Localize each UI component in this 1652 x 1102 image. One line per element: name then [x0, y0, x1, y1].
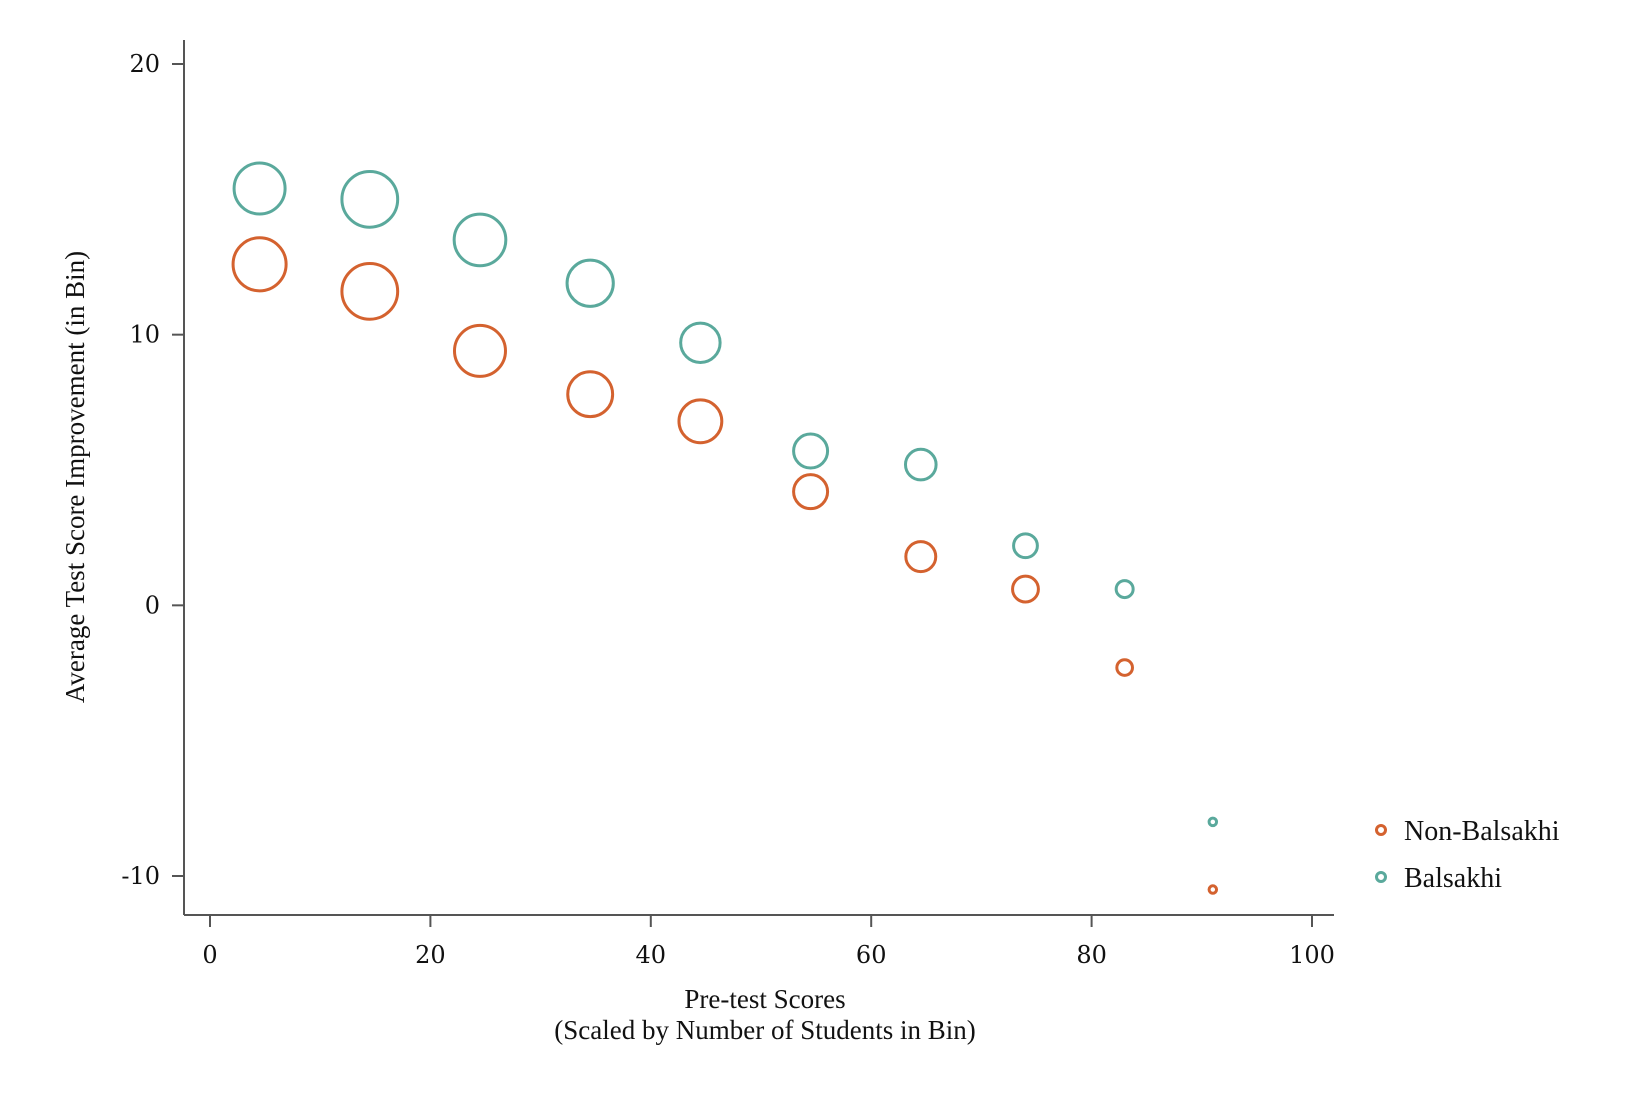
y-tick-label: -10	[121, 862, 160, 890]
data-point	[452, 323, 507, 378]
y-tick-label: 0	[145, 591, 160, 619]
data-point	[903, 447, 938, 482]
x-tick-label: 0	[202, 941, 217, 969]
data-point	[1114, 579, 1135, 600]
y-tick-label: 10	[129, 321, 160, 349]
data-point	[1207, 816, 1219, 828]
legend: Non-Balsakhi Balsakhi	[1375, 816, 1560, 894]
data-point	[1011, 574, 1040, 604]
data-point	[1115, 658, 1134, 677]
data-point	[340, 169, 400, 229]
data-point	[679, 321, 722, 365]
x-tick-label: 60	[856, 941, 887, 969]
series-non-balsakhi	[231, 236, 1219, 895]
x-tick-label: 40	[636, 941, 667, 969]
data-point	[1207, 884, 1219, 895]
data-point	[566, 370, 615, 419]
data-point	[340, 261, 400, 321]
y-tick-label: 20	[129, 50, 160, 78]
legend-marker	[1375, 871, 1387, 883]
data-point	[565, 258, 615, 308]
bubbles	[231, 161, 1219, 895]
legend-label: Non-Balsakhi	[1404, 816, 1560, 847]
data-point	[792, 473, 830, 511]
data-point	[792, 432, 830, 470]
data-point	[904, 540, 938, 574]
data-point	[231, 236, 288, 293]
data-point	[452, 212, 508, 268]
data-point	[677, 398, 724, 445]
axes: -10 0 10 20 0 20 40 60 80 100	[121, 40, 1335, 969]
legend-marker	[1375, 824, 1387, 836]
data-point	[232, 161, 287, 216]
series-balsakhi	[232, 161, 1219, 828]
data-point	[1012, 532, 1039, 560]
x-tick-label: 100	[1289, 941, 1335, 969]
y-axis-title: Average Test Score Improvement (in Bin)	[60, 251, 90, 703]
legend-label: Balsakhi	[1404, 863, 1502, 894]
x-tick-label: 20	[415, 941, 446, 969]
x-tick-label: 80	[1076, 941, 1107, 969]
x-axis-title-line-1: Pre-test Scores	[684, 984, 845, 1014]
x-axis-title-line-2: (Scaled by Number of Students in Bin)	[554, 1015, 975, 1045]
